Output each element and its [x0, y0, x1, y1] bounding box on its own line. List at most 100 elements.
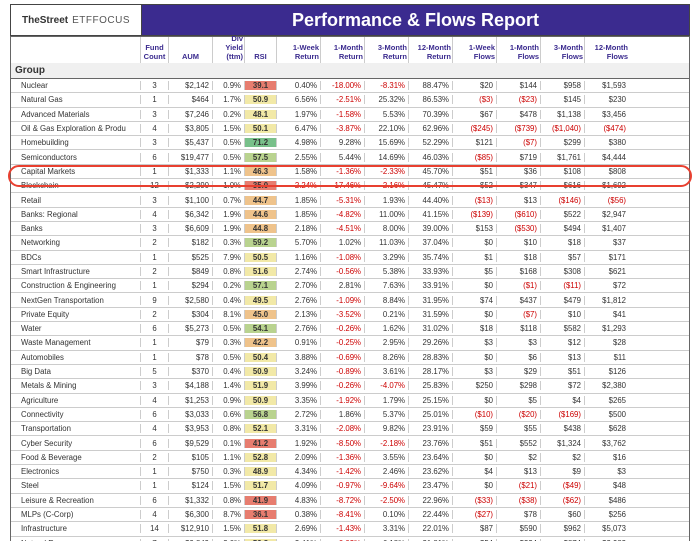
cell-fundcount: 1 [141, 353, 169, 362]
cell-1w-ret: 2.72% [277, 410, 321, 419]
cell-1m-flow: $347 [497, 181, 541, 190]
cell-1m-ret: -18.00% [321, 81, 365, 90]
cell-3m-ret: 5.37% [365, 410, 409, 419]
cell-name: Metals & Mining [11, 381, 141, 390]
cell-12m-flow: $1,692 [585, 181, 629, 190]
cell-3m-flow: ($49) [541, 481, 585, 490]
cell-1m-ret: -0.26% [321, 381, 365, 390]
cell-aum: $12,910 [169, 524, 213, 533]
cell-1m-flow: $6 [497, 353, 541, 362]
cell-12m-ret: 29.26% [409, 338, 453, 347]
cell-aum: $5,437 [169, 138, 213, 147]
table-row: Networking2$1820.3%59.25.70%1.02%11.03%3… [11, 235, 689, 249]
cell-12m-ret: 25.15% [409, 396, 453, 405]
cell-rsi: 51.6 [245, 267, 277, 276]
cell-1w-flow: $59 [453, 424, 497, 433]
cell-3m-ret: 8.26% [365, 353, 409, 362]
cell-3m-flow: $2 [541, 453, 585, 462]
cell-name: Construction & Engineering [11, 281, 141, 290]
cell-1m-ret: -3.87% [321, 124, 365, 133]
cell-1m-flow: $2 [497, 453, 541, 462]
table-row: Automobiles1$780.5%50.43.88%-0.69%8.26%2… [11, 350, 689, 364]
cell-12m-ret: 31.02% [409, 324, 453, 333]
cell-fundcount: 6 [141, 496, 169, 505]
cell-divyield: 0.3% [213, 467, 245, 476]
cell-1w-ret: 1.85% [277, 210, 321, 219]
cell-1w-ret: 1.97% [277, 110, 321, 119]
cell-fundcount: 6 [141, 439, 169, 448]
cell-aum: $7,246 [169, 110, 213, 119]
cell-3m-flow: $962 [541, 524, 585, 533]
cell-12m-flow: $3,762 [585, 439, 629, 448]
cell-name: Electronics [11, 467, 141, 476]
cell-12m-flow: $808 [585, 167, 629, 176]
cell-12m-flow: $3 [585, 467, 629, 476]
cell-3m-ret: 25.32% [365, 95, 409, 104]
cell-1m-flow: ($23) [497, 95, 541, 104]
cell-12m-ret: 70.39% [409, 110, 453, 119]
table-row: BDCs1$5257.9%50.51.16%-1.08%3.29%35.74%$… [11, 250, 689, 264]
cell-1w-flow: ($245) [453, 124, 497, 133]
cell-3m-ret: 3.61% [365, 367, 409, 376]
cell-1m-ret: -17.46% [321, 181, 365, 190]
col-12m-ret: 12-Month Return [409, 37, 453, 63]
cell-divyield: 0.5% [213, 153, 245, 162]
table-row: Nuclear3$2,1420.9%39.10.40%-18.00%-8.31%… [11, 79, 689, 92]
cell-rsi: 50.9 [245, 367, 277, 376]
cell-12m-flow: $5,073 [585, 524, 629, 533]
cell-1w-ret: 3.88% [277, 353, 321, 362]
cell-1m-flow: $18 [497, 253, 541, 262]
cell-3m-flow: $308 [541, 267, 585, 276]
cell-rsi: 42.2 [245, 338, 277, 347]
cell-12m-ret: 37.04% [409, 238, 453, 247]
cell-1m-flow: $13 [497, 196, 541, 205]
cell-aum: $105 [169, 453, 213, 462]
cell-name: Connectivity [11, 410, 141, 419]
table-row: NextGen Transportation9$2,5800.4%49.52.7… [11, 292, 689, 306]
cell-1m-flow: ($38) [497, 496, 541, 505]
cell-1w-ret: 0.91% [277, 338, 321, 347]
cell-1m-ret: -0.56% [321, 267, 365, 276]
col-name [11, 37, 141, 63]
cell-1m-flow: ($7) [497, 138, 541, 147]
cell-3m-flow: $299 [541, 138, 585, 147]
cell-1w-flow: $0 [453, 481, 497, 490]
cell-1w-flow: ($10) [453, 410, 497, 419]
cell-12m-flow: $126 [585, 367, 629, 376]
cell-1w-flow: $0 [453, 310, 497, 319]
cell-divyield: 1.5% [213, 481, 245, 490]
cell-divyield: 0.3% [213, 238, 245, 247]
cell-rsi: 36.1 [245, 510, 277, 519]
cell-divyield: 0.9% [213, 396, 245, 405]
col-1m-ret: 1-Month Return [321, 37, 365, 63]
cell-12m-flow: $72 [585, 281, 629, 290]
cell-12m-flow: $500 [585, 410, 629, 419]
cell-12m-flow: ($56) [585, 196, 629, 205]
cell-1m-flow: ($610) [497, 210, 541, 219]
cell-rsi: 41.2 [245, 439, 277, 448]
cell-name: NextGen Transportation [11, 296, 141, 305]
cell-12m-flow: $628 [585, 424, 629, 433]
cell-1w-flow: $0 [453, 453, 497, 462]
cell-1m-ret: -4.82% [321, 210, 365, 219]
cell-12m-flow: $621 [585, 267, 629, 276]
table-row: Connectivity6$3,0330.6%56.82.72%1.86%5.3… [11, 407, 689, 421]
cell-rsi: 54.1 [245, 324, 277, 333]
cell-fundcount: 3 [141, 381, 169, 390]
table-row: Water6$5,2730.5%54.12.76%-0.26%1.62%31.0… [11, 321, 689, 335]
cell-1w-flow: $74 [453, 296, 497, 305]
cell-name: Cyber Security [11, 439, 141, 448]
cell-1m-ret: 5.44% [321, 153, 365, 162]
cell-12m-ret: 62.96% [409, 124, 453, 133]
cell-1m-ret: -1.36% [321, 167, 365, 176]
cell-fundcount: 3 [141, 81, 169, 90]
cell-1w-flow: $0 [453, 281, 497, 290]
cell-3m-ret: 2.95% [365, 338, 409, 347]
col-1m-flow: 1-Month Flows [497, 37, 541, 63]
cell-1m-flow: $144 [497, 81, 541, 90]
cell-rsi: 44.6 [245, 210, 277, 219]
cell-12m-ret: 23.47% [409, 481, 453, 490]
cell-name: Homebuilding [11, 138, 141, 147]
cell-3m-flow: $51 [541, 367, 585, 376]
cell-1w-ret: 1.92% [277, 439, 321, 448]
